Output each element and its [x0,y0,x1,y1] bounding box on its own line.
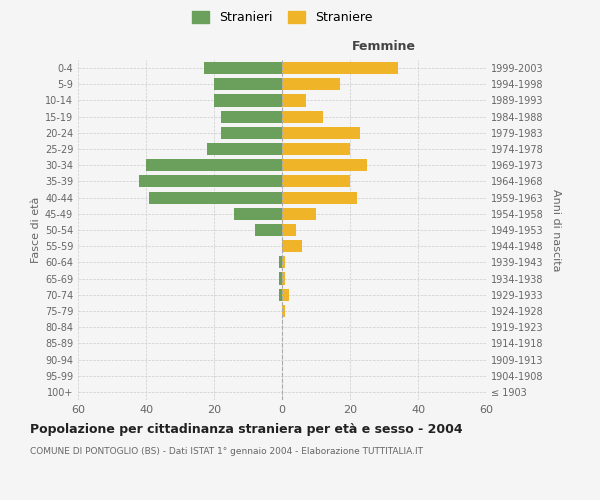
Bar [282,240,302,252]
Legend: Stranieri, Straniere: Stranieri, Straniere [187,6,377,29]
Bar [214,78,282,90]
Bar [207,143,282,155]
Bar [282,143,350,155]
Bar [282,256,286,268]
Bar [221,127,282,139]
Bar [278,288,282,301]
Y-axis label: Fasce di età: Fasce di età [31,197,41,263]
Y-axis label: Anni di nascita: Anni di nascita [551,188,560,271]
Bar [282,224,296,236]
Bar [282,127,360,139]
Bar [139,176,282,188]
Text: Femmine: Femmine [352,40,416,53]
Text: Popolazione per cittadinanza straniera per età e sesso - 2004: Popolazione per cittadinanza straniera p… [30,422,463,436]
Bar [221,110,282,122]
Bar [282,305,286,317]
Bar [282,192,357,203]
Bar [282,159,367,172]
Bar [278,272,282,284]
Bar [235,208,282,220]
Text: COMUNE DI PONTOGLIO (BS) - Dati ISTAT 1° gennaio 2004 - Elaborazione TUTTITALIA.: COMUNE DI PONTOGLIO (BS) - Dati ISTAT 1°… [30,448,423,456]
Bar [282,176,350,188]
Bar [214,94,282,106]
Bar [255,224,282,236]
Bar [282,78,340,90]
Bar [146,159,282,172]
Bar [149,192,282,203]
Bar [278,256,282,268]
Bar [282,272,286,284]
Bar [282,288,289,301]
Bar [282,208,316,220]
Bar [282,110,323,122]
Bar [282,94,306,106]
Bar [204,62,282,74]
Bar [282,62,398,74]
